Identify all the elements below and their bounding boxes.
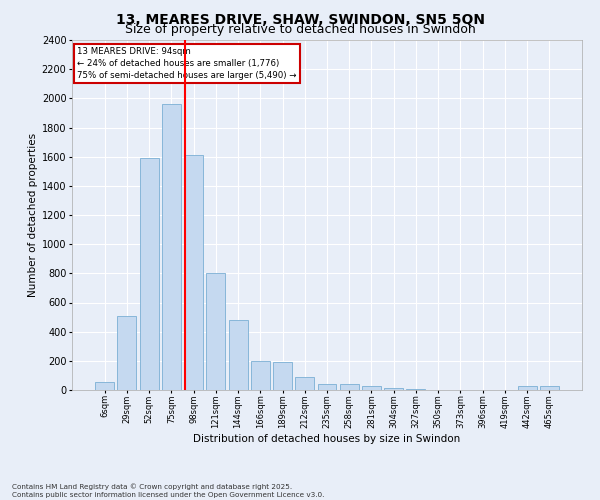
Text: 13 MEARES DRIVE: 94sqm
← 24% of detached houses are smaller (1,776)
75% of semi-: 13 MEARES DRIVE: 94sqm ← 24% of detached… [77,47,296,80]
Bar [273,362,292,390]
Text: Contains HM Land Registry data © Crown copyright and database right 2025.
Contai: Contains HM Land Registry data © Crown c… [12,484,325,498]
Bar [340,384,359,390]
Bar [518,386,536,390]
Bar [384,388,403,390]
Text: 13, MEARES DRIVE, SHAW, SWINDON, SN5 5QN: 13, MEARES DRIVE, SHAW, SWINDON, SN5 5QN [115,12,485,26]
Bar [162,104,181,390]
Bar [406,388,425,390]
Text: Size of property relative to detached houses in Swindon: Size of property relative to detached ho… [125,22,475,36]
Bar [229,320,248,390]
Bar [95,382,114,390]
Bar [206,274,225,390]
X-axis label: Distribution of detached houses by size in Swindon: Distribution of detached houses by size … [193,434,461,444]
Bar [317,384,337,390]
Bar [540,386,559,390]
Y-axis label: Number of detached properties: Number of detached properties [28,133,38,297]
Bar [251,361,270,390]
Bar [295,377,314,390]
Bar [118,316,136,390]
Bar [140,158,158,390]
Bar [184,155,203,390]
Bar [362,386,381,390]
